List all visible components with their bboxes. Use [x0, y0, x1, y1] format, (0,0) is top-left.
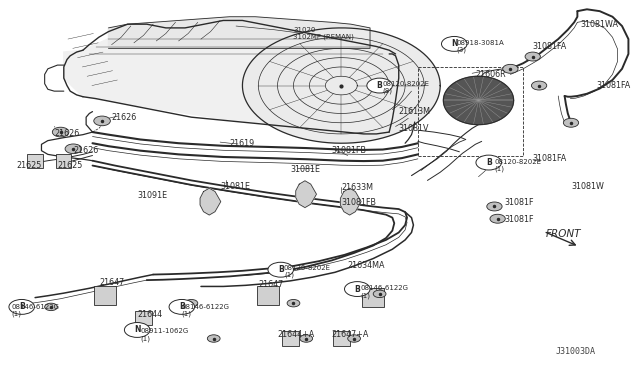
Circle shape [124, 323, 150, 337]
Text: 21606R: 21606R [476, 70, 506, 79]
Polygon shape [200, 188, 221, 215]
Circle shape [503, 64, 518, 73]
Circle shape [65, 144, 82, 154]
Text: J31003DA: J31003DA [555, 347, 595, 356]
Text: B: B [377, 81, 383, 90]
FancyBboxPatch shape [333, 331, 349, 346]
Text: 31091E: 31091E [137, 191, 167, 200]
Text: 21626: 21626 [54, 129, 79, 138]
Text: 21626: 21626 [74, 146, 99, 155]
Text: 31081E: 31081E [291, 165, 320, 174]
Circle shape [367, 78, 392, 93]
Text: 21625: 21625 [58, 161, 83, 170]
Polygon shape [444, 76, 513, 125]
Text: 21633M: 21633M [341, 183, 373, 192]
Polygon shape [340, 188, 361, 215]
Text: 21647+A: 21647+A [332, 330, 369, 339]
Text: 21634MA: 21634MA [348, 262, 385, 270]
Text: 08120-8202E
(1): 08120-8202E (1) [495, 159, 541, 172]
Text: 21647: 21647 [259, 280, 284, 289]
Polygon shape [108, 17, 370, 48]
Circle shape [207, 335, 220, 342]
Circle shape [490, 214, 506, 223]
Circle shape [94, 116, 110, 126]
Text: 31081FA: 31081FA [596, 81, 631, 90]
Text: B: B [355, 285, 360, 294]
Text: 31020
3102MP (REMAN): 31020 3102MP (REMAN) [294, 27, 355, 40]
Circle shape [137, 326, 150, 334]
Polygon shape [243, 28, 440, 143]
Circle shape [52, 127, 69, 137]
Text: FRONT: FRONT [545, 230, 581, 239]
FancyBboxPatch shape [135, 311, 152, 325]
Circle shape [344, 282, 370, 296]
Text: 08911-1062G
(1): 08911-1062G (1) [140, 328, 189, 341]
Text: 08146-6122G
(1): 08146-6122G (1) [12, 304, 60, 317]
Circle shape [268, 262, 294, 277]
Text: B: B [486, 158, 492, 167]
Text: 08146-6122G
(1): 08146-6122G (1) [360, 285, 408, 299]
Circle shape [9, 299, 35, 314]
FancyBboxPatch shape [95, 286, 116, 305]
Text: 31081FA: 31081FA [532, 42, 567, 51]
FancyBboxPatch shape [282, 331, 299, 346]
Polygon shape [296, 181, 316, 208]
Circle shape [563, 118, 579, 127]
Circle shape [169, 299, 195, 314]
Text: 31081E: 31081E [220, 182, 250, 190]
Polygon shape [64, 19, 396, 132]
Text: 21626: 21626 [111, 113, 137, 122]
Text: 21625: 21625 [16, 161, 42, 170]
Circle shape [531, 81, 547, 90]
Text: 31081V: 31081V [399, 124, 429, 133]
Circle shape [373, 290, 386, 298]
FancyBboxPatch shape [257, 286, 279, 305]
Text: 08120-8202E
(8): 08120-8202E (8) [383, 81, 430, 94]
Text: 21647: 21647 [99, 278, 124, 287]
Text: 31081W: 31081W [571, 182, 604, 190]
Circle shape [525, 52, 540, 61]
Circle shape [476, 155, 502, 170]
Text: 21644+A: 21644+A [278, 330, 315, 339]
Text: 21613M: 21613M [399, 107, 431, 116]
Text: 08918-3081A
(3): 08918-3081A (3) [456, 40, 504, 53]
Circle shape [300, 335, 312, 342]
Text: N: N [451, 39, 458, 48]
Text: B: B [278, 265, 284, 274]
Text: 21644: 21644 [137, 310, 163, 319]
Text: 31081F: 31081F [504, 198, 534, 207]
Circle shape [185, 299, 198, 307]
Text: 31081FB: 31081FB [341, 198, 376, 207]
Circle shape [45, 303, 58, 311]
Text: 31081WA: 31081WA [580, 20, 619, 29]
Circle shape [348, 335, 360, 342]
Text: 08146-6122G
(1): 08146-6122G (1) [182, 304, 230, 317]
Circle shape [287, 299, 300, 307]
Text: 31081FA: 31081FA [532, 154, 567, 163]
FancyBboxPatch shape [28, 154, 43, 168]
Text: 21619: 21619 [230, 139, 255, 148]
Text: 31081FB: 31081FB [332, 146, 367, 155]
Circle shape [487, 202, 502, 211]
Text: B: B [19, 302, 24, 311]
Text: B: B [179, 302, 185, 311]
Circle shape [442, 36, 467, 51]
FancyBboxPatch shape [362, 288, 384, 307]
Text: 31081F: 31081F [504, 215, 534, 224]
Text: 08120-8202E
(1): 08120-8202E (1) [284, 265, 331, 278]
FancyBboxPatch shape [56, 154, 72, 168]
Text: N: N [134, 326, 140, 334]
